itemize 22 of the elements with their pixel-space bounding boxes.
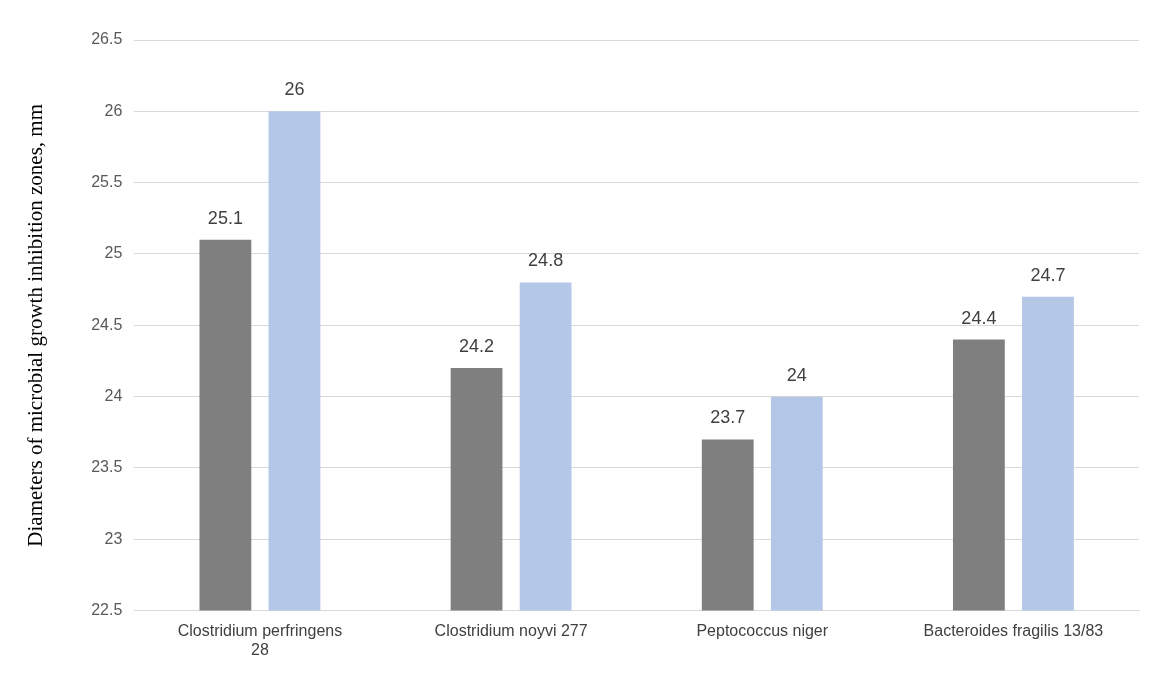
x-tick-label: Peptococcus niger: [696, 621, 829, 639]
x-tick-label: Clostridium perfringens 28: [177, 621, 343, 658]
x-tick-label: Clostridium noyvi 277: [434, 621, 588, 639]
data-label: 24.8: [528, 250, 564, 271]
data-label: 26: [284, 79, 305, 100]
y-tick-label: 26: [104, 101, 123, 119]
y-tick-label: 24.5: [91, 315, 123, 333]
y-tick-label: 25: [104, 244, 123, 262]
data-label: 24.4: [961, 307, 997, 328]
data-label: 24.2: [459, 336, 495, 357]
y-tick-label: 24: [104, 387, 123, 405]
data-label: 24: [786, 364, 807, 385]
data-label: 24.7: [1030, 264, 1066, 285]
y-tick-label: 23.5: [91, 458, 123, 476]
y-tick-label: 22.5: [91, 601, 123, 619]
y-tick-label: 25.5: [91, 173, 123, 191]
y-axis-title: Diameters of microbial growth inhibition zones, mm: [23, 103, 48, 547]
x-tick-label: Bacteroides fragilis 13/83: [923, 621, 1104, 639]
y-tick-label: 26.5: [91, 30, 123, 48]
data-label: 25.1: [207, 207, 243, 228]
y-tick-label: 23: [104, 529, 123, 547]
data-label: 23.7: [710, 407, 746, 428]
